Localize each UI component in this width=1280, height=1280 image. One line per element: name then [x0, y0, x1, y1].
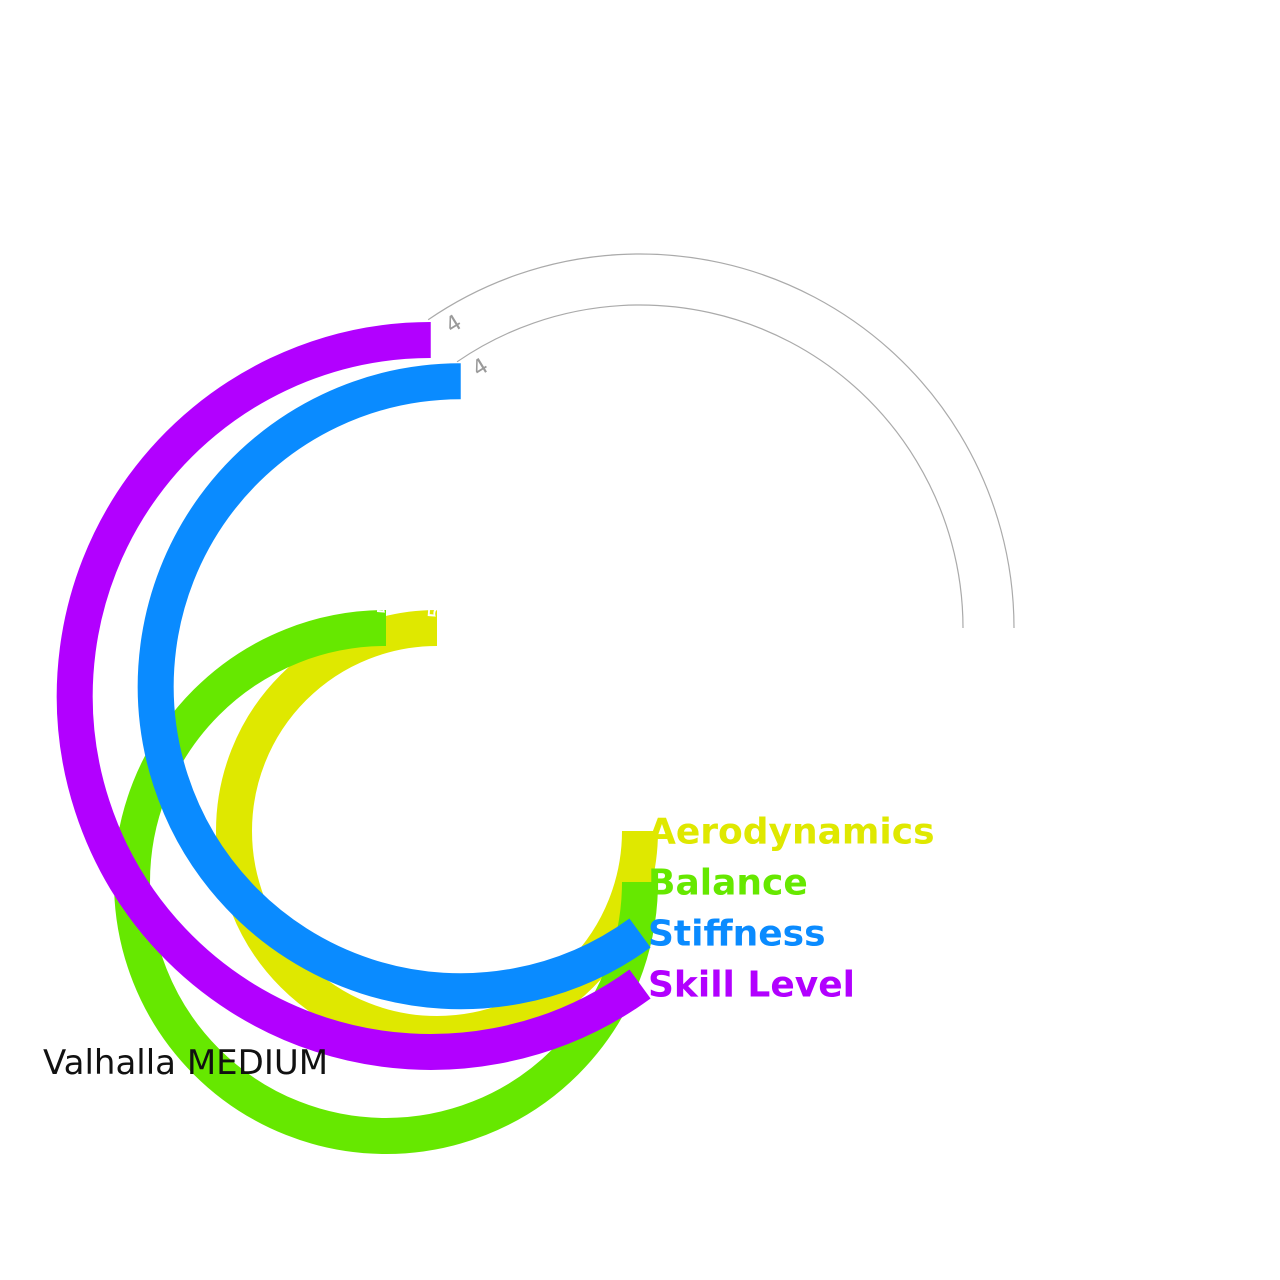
bar-balance [114, 610, 658, 1154]
value-label-skill-level: 4 [442, 310, 467, 339]
bar-skill-level [56, 321, 651, 1070]
track-stiffness [456, 304, 964, 629]
category-label-aerodynamics: Aerodynamics [648, 812, 935, 853]
value-label-stiffness: 4 [468, 354, 493, 383]
product-caption: Valhalla MEDIUM [43, 1043, 329, 1083]
value-label-balance: 5 [374, 600, 400, 616]
category-label-skill-level: Skill Level [648, 965, 855, 1006]
track-skill-level [427, 253, 1015, 629]
category-label-balance: Balance [648, 863, 808, 904]
value-label-aerodynamics: 5 [425, 604, 451, 620]
bar-stiffness [137, 363, 651, 1010]
category-label-stiffness: Stiffness [648, 914, 826, 955]
